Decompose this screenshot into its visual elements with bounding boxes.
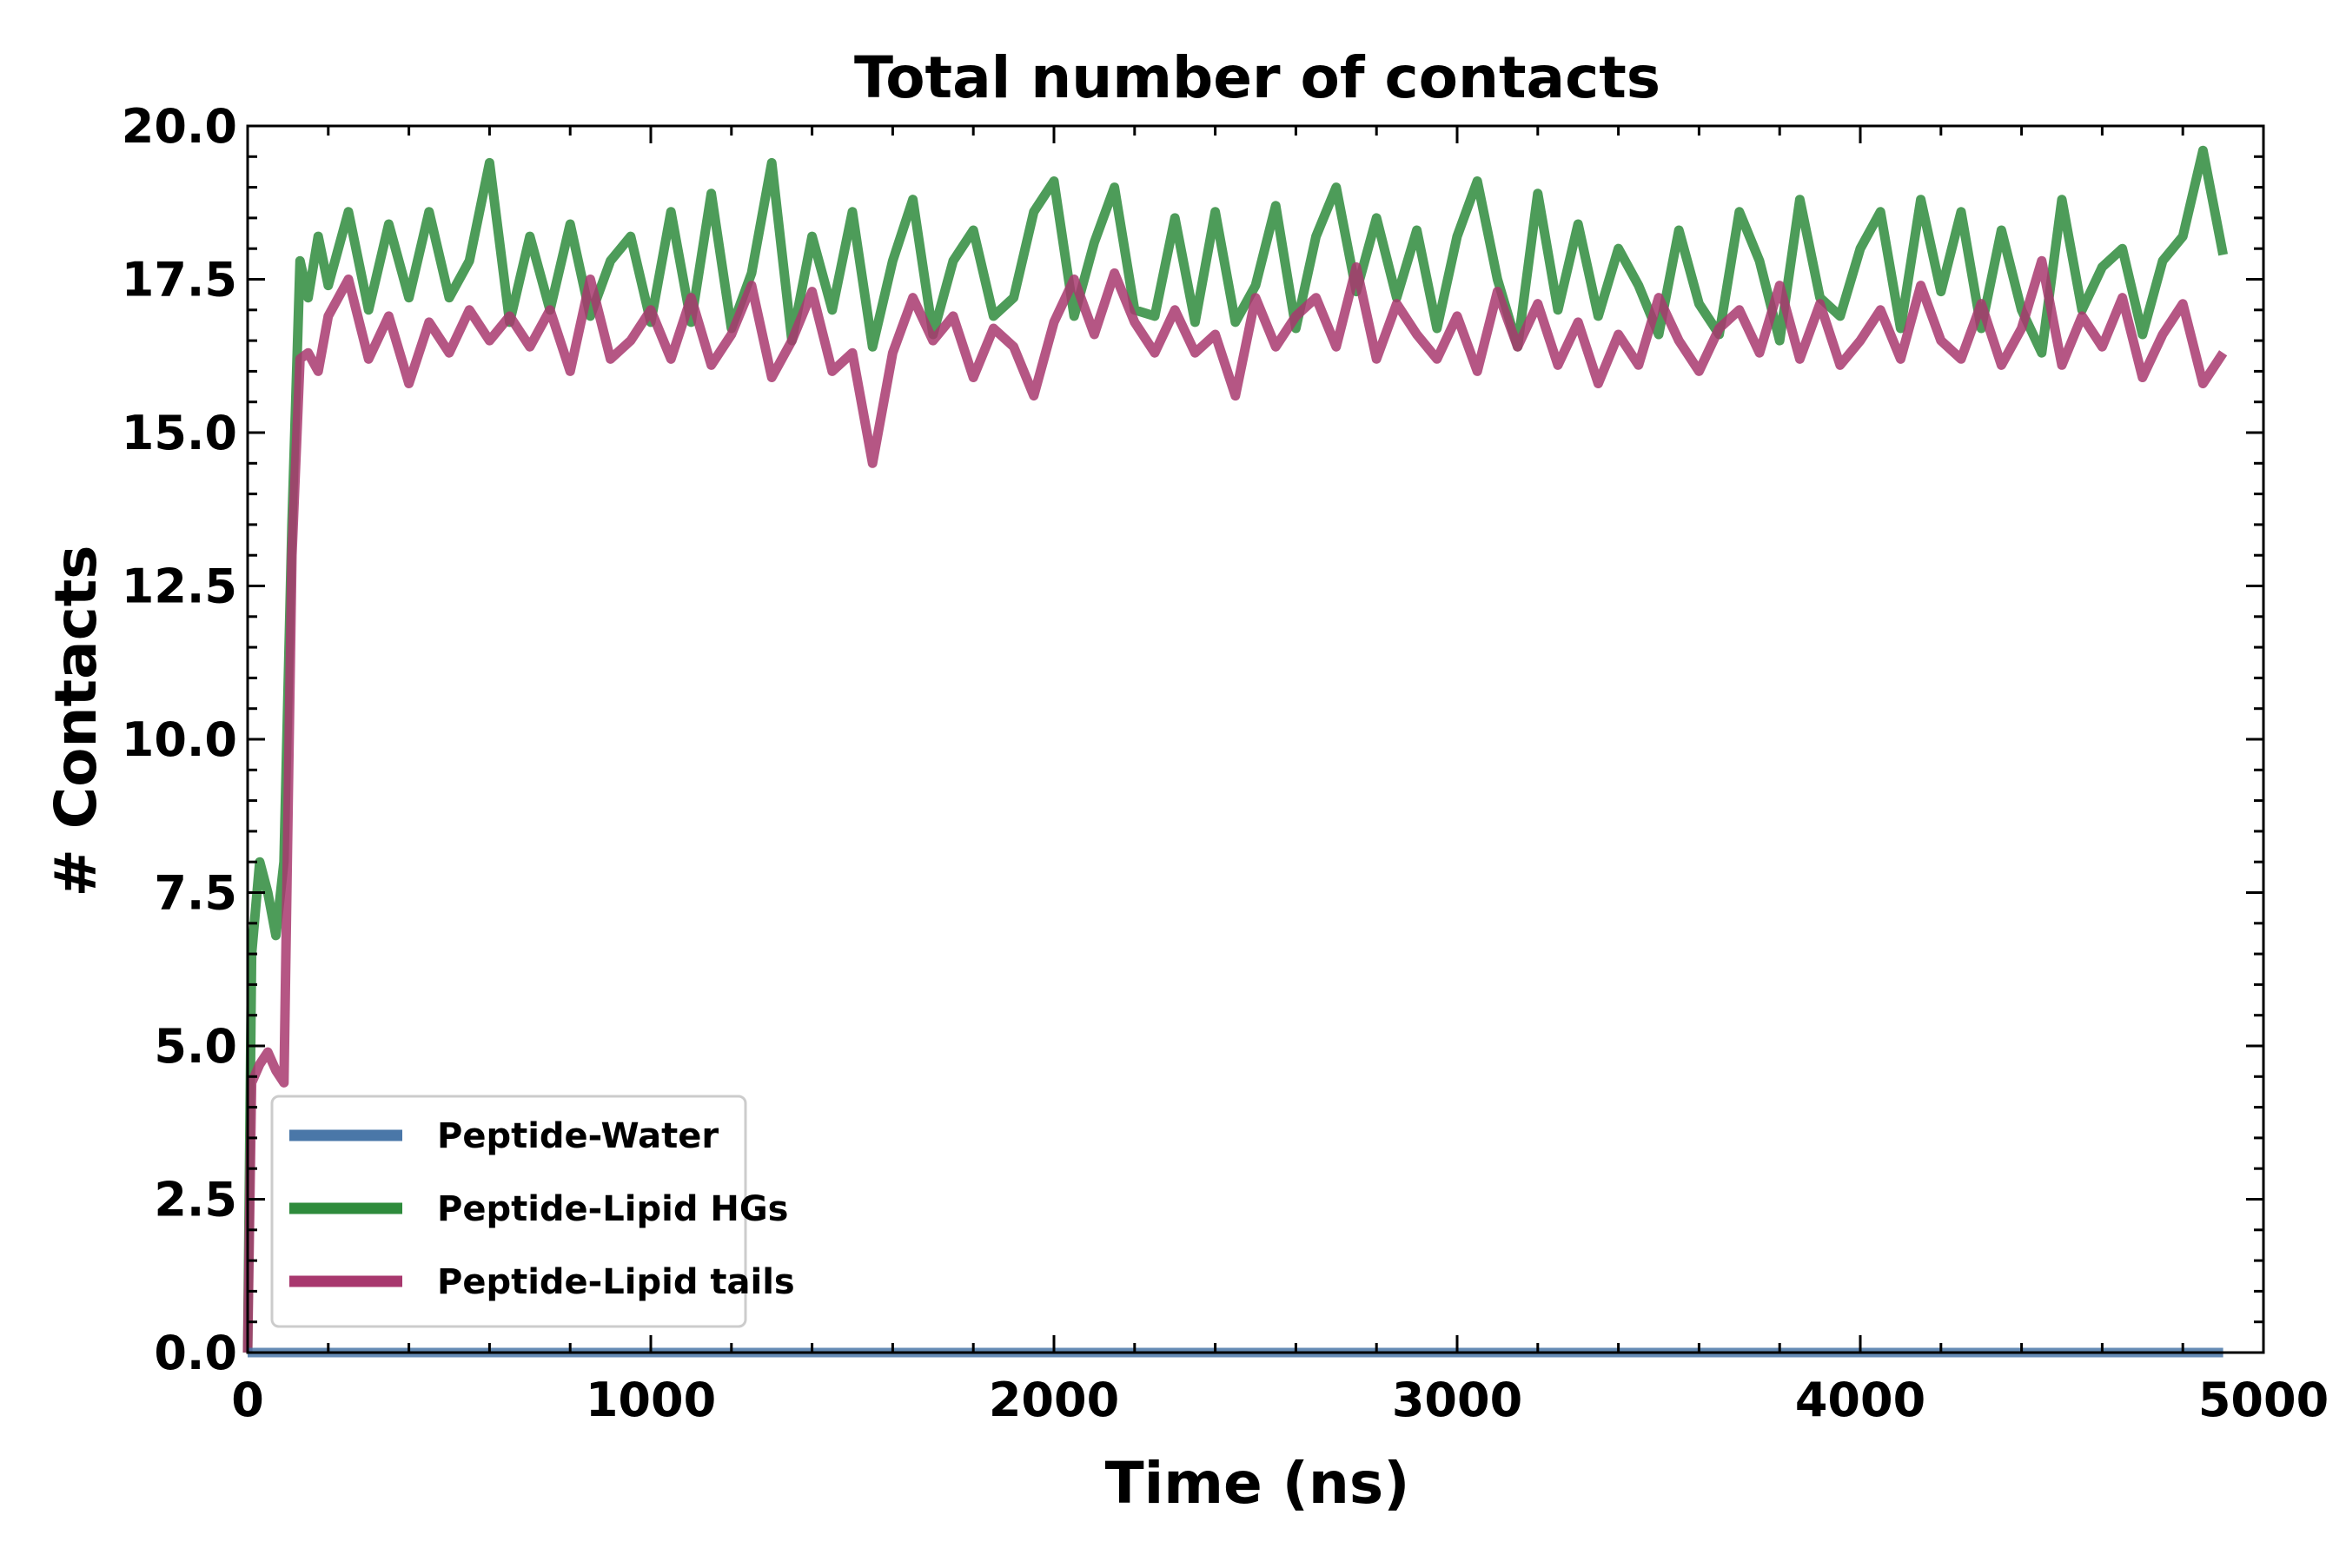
chart-title: Total number of contacts (854, 44, 1660, 111)
y-tick-label: 15.0 (122, 406, 237, 460)
y-tick-label: 5.0 (154, 1019, 237, 1074)
y-tick-label: 20.0 (122, 99, 237, 154)
legend-box (270, 1095, 747, 1328)
x-tick-label: 5000 (2198, 1373, 2329, 1427)
x-tick-label: 4000 (1795, 1373, 1925, 1427)
axes: 0 1000 2000 3000 4000 5000 0.0 2.5 5.0 7.5 10.0 12.… (122, 99, 2329, 1427)
y-tick-label: 10.0 (122, 712, 237, 767)
x-tick-label: 0 (231, 1373, 264, 1427)
y-axis-label: # Contacts (43, 545, 109, 896)
y-tick-label: 0.0 (154, 1326, 237, 1380)
legend-label: Peptide-Water (437, 1116, 719, 1156)
legend-label: Peptide-Lipid tails (437, 1262, 795, 1302)
series-line-peptide-lipid-tails (242, 255, 2228, 1353)
legend: Peptide-Water Peptide-Lipid HGs Peptide-Li… (270, 1095, 795, 1328)
y-tick-label: 2.5 (154, 1173, 237, 1227)
x-tick-label: 2000 (989, 1373, 1119, 1427)
x-tick-label: 3000 (1392, 1373, 1522, 1427)
x-tick-label: 1000 (586, 1373, 716, 1427)
legend-label: Peptide-Lipid HGs (437, 1189, 789, 1229)
y-tick-label: 7.5 (154, 866, 237, 921)
series-line-peptide-lipid-hgs (242, 145, 2229, 1353)
x-axis-label: Time (ns) (1105, 1450, 1410, 1517)
y-tick-label: 17.5 (122, 253, 237, 308)
y-tick-label: 12.5 (122, 559, 237, 614)
